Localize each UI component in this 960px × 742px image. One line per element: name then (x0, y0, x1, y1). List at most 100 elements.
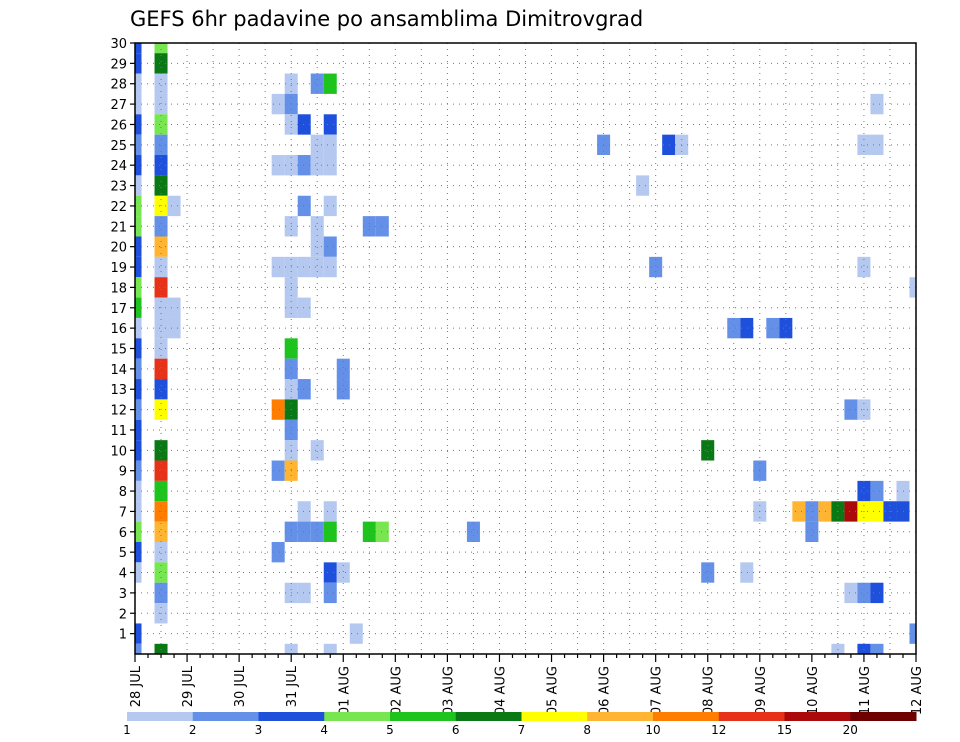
heatmap-cell (154, 521, 168, 542)
heatmap-cell (740, 562, 754, 583)
colorbar-label: 6 (452, 723, 460, 737)
heatmap-cell (349, 623, 363, 644)
heatmap-cell (909, 623, 916, 644)
heatmap-cell (857, 643, 871, 654)
heatmap-cell (323, 643, 337, 654)
heatmap-cell (297, 501, 311, 522)
heatmap-cell (297, 155, 311, 176)
heatmap-cell (154, 541, 168, 563)
x-tick-label: 28 JUL (129, 665, 144, 707)
y-tick-label: 7 (119, 505, 127, 520)
heatmap-cell (154, 43, 168, 54)
y-tick-label: 1 (119, 628, 127, 643)
x-tick-label: 29 JUL (181, 665, 196, 707)
heatmap-cell (831, 643, 845, 654)
y-tick-label: 16 (110, 322, 127, 337)
heatmap-cell (818, 501, 832, 522)
heatmap-cell (154, 358, 168, 380)
y-axis: 1234567891011121314151617181920212223242… (110, 37, 135, 643)
heatmap-cell (857, 480, 871, 502)
heatmap-cell (310, 256, 324, 278)
heatmap-cell (135, 501, 142, 522)
heatmap-cell (271, 155, 285, 176)
x-tick-label: 07 AUG (650, 666, 665, 715)
y-tick-label: 27 (110, 98, 127, 113)
heatmap-cell (896, 480, 910, 502)
heatmap-cell (154, 338, 168, 359)
heatmap-cell (727, 317, 741, 339)
colorbar-swatch (587, 712, 654, 721)
heatmap-cell (154, 277, 168, 298)
heatmap-cell (271, 541, 285, 563)
heatmap-cell (323, 501, 337, 522)
heatmap-cell (271, 460, 285, 481)
heatmap-cell (857, 256, 871, 278)
colorbar-label: 2 (189, 723, 197, 737)
y-tick-label: 28 (110, 78, 127, 93)
y-tick-label: 30 (110, 37, 127, 52)
colorbar-label: 20 (843, 723, 858, 737)
heatmap-cell (167, 195, 181, 217)
heatmap-cell (323, 256, 337, 278)
heatmap-cell (167, 317, 181, 339)
colorbar-label: 10 (645, 723, 660, 737)
colorbar-label: 8 (583, 723, 591, 737)
heatmap-cell (310, 521, 324, 542)
heatmap-cell (135, 195, 142, 217)
x-tick-label: 08 AUG (702, 666, 717, 715)
colorbar-swatch (784, 712, 851, 721)
heatmap-cell (870, 480, 884, 502)
y-tick-label: 13 (110, 383, 127, 398)
heatmap-cell (135, 43, 142, 54)
heatmap-cell (135, 623, 142, 644)
colorbar: 1 2 3 4 5 6 7 8 10 12 15 20 (123, 712, 917, 737)
heatmap-cell (271, 93, 285, 115)
colorbar-swatch (653, 712, 720, 721)
heatmap-cell (870, 134, 884, 156)
heatmap-cell (135, 480, 142, 502)
heatmap-cell (766, 317, 780, 339)
heatmap-cell (154, 317, 168, 339)
heatmap-cell (662, 134, 676, 156)
heatmap-cell (649, 256, 663, 278)
y-tick-label: 14 (110, 363, 127, 378)
y-tick-label: 11 (110, 424, 127, 439)
heatmap-cell (844, 501, 858, 522)
heatmap-cell (844, 399, 858, 420)
x-tick-label: 09 AUG (754, 666, 769, 715)
heatmap-cell (336, 358, 350, 380)
colorbar-swatch (258, 712, 325, 721)
heatmap-cell (323, 73, 337, 94)
heatmap-cell (870, 93, 884, 115)
heatmap-cell (297, 521, 311, 542)
heatmap-cell (323, 236, 337, 257)
heatmap-cell (323, 582, 337, 604)
y-tick-label: 10 (110, 444, 127, 459)
heatmap-cell (310, 440, 324, 461)
heatmap-cell (323, 114, 337, 135)
colorbar-label: 7 (518, 723, 526, 737)
heatmap-cell (740, 317, 754, 339)
colorbar-swatch (324, 712, 391, 721)
grid-lines (135, 43, 916, 654)
heatmap-cell (271, 256, 285, 278)
heatmap-cell (154, 643, 168, 654)
heatmap-cell (135, 358, 142, 380)
heatmap-cell (844, 582, 858, 604)
heatmap-cell (154, 155, 168, 176)
heatmap-cell (310, 216, 324, 237)
y-tick-label: 2 (119, 607, 127, 622)
y-tick-label: 20 (110, 241, 127, 256)
colorbar-swatch (127, 712, 194, 721)
colorbar-swatch (718, 712, 785, 721)
heatmap-cell (154, 236, 168, 257)
y-tick-label: 29 (110, 57, 127, 72)
y-tick-label: 25 (110, 139, 127, 154)
y-tick-label: 17 (110, 302, 127, 317)
y-tick-label: 22 (110, 200, 127, 215)
heatmap-cell (323, 195, 337, 217)
heatmap-cell (336, 379, 350, 400)
heatmap-cell (135, 460, 142, 481)
colorbar-label: 15 (777, 723, 792, 737)
